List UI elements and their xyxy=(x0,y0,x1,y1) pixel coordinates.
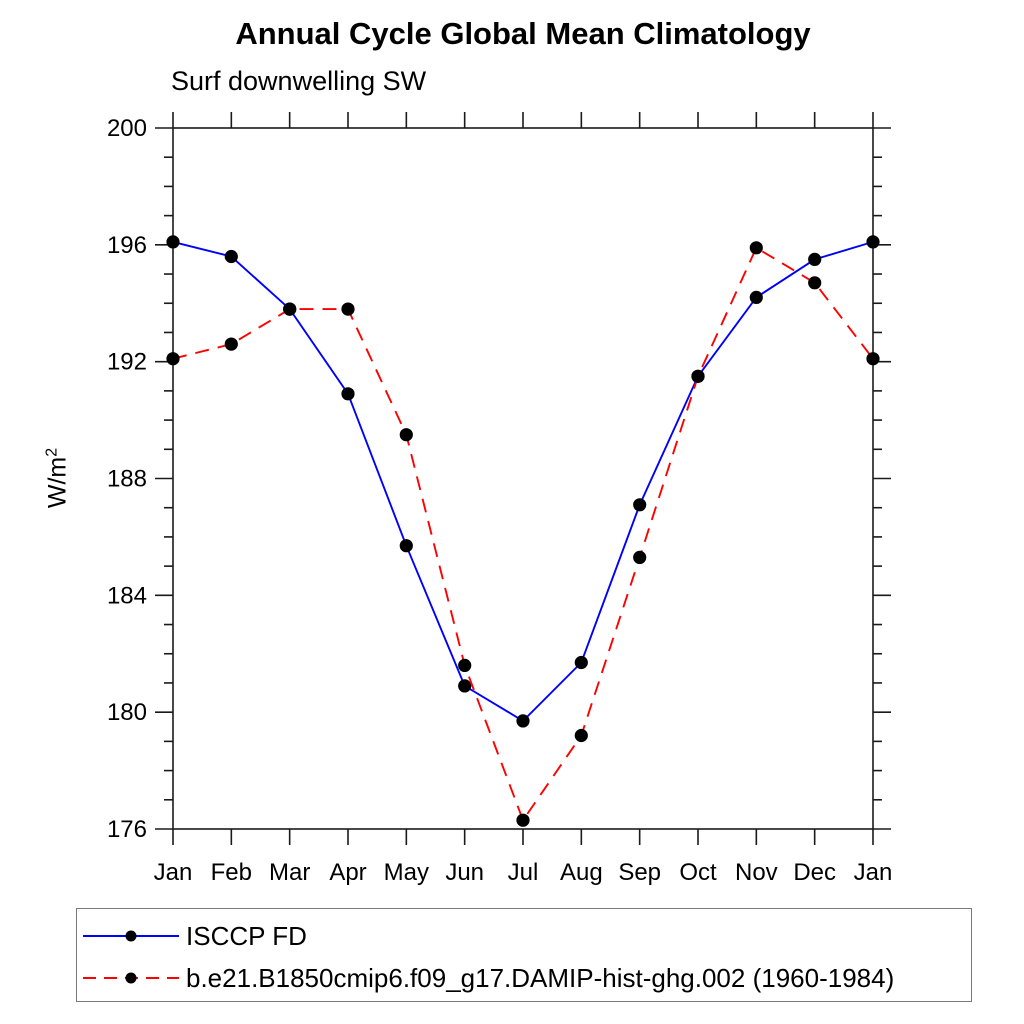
data-point-marker xyxy=(808,276,822,290)
data-point-marker xyxy=(166,352,180,366)
y-tick-label: 188 xyxy=(107,466,147,493)
data-point-marker xyxy=(516,813,530,827)
x-axis: Jan Feb Mar Apr May Jun Jul Aug Sep Oct Nov Dec Jan xyxy=(154,112,893,886)
series-line xyxy=(172,246,874,823)
y-tick-label: 180 xyxy=(107,699,147,726)
data-point-marker xyxy=(749,290,763,304)
x-tick-label: Sep xyxy=(618,859,661,886)
series-0 xyxy=(166,235,880,728)
data-point-marker xyxy=(458,658,472,673)
data-point-marker xyxy=(224,249,238,264)
x-tick-label: Aug xyxy=(560,859,603,886)
data-point-marker xyxy=(341,302,355,316)
y-tick-label: 184 xyxy=(107,582,147,609)
y-tick-label: 176 xyxy=(107,816,147,843)
series-line xyxy=(172,240,874,723)
x-tick-label: Apr xyxy=(329,859,366,886)
legend-box: ISCCP FD b.e21.B1850cmip6.f09_g17.DAMIP-… xyxy=(76,908,972,1002)
data-point-marker xyxy=(283,302,297,316)
chart-subtitle: Surf downwelling SW xyxy=(171,66,427,96)
legend-line-solid xyxy=(83,930,179,942)
x-tick-label: Dec xyxy=(793,859,836,886)
data-point-marker xyxy=(458,679,472,693)
x-tick-label: Jan xyxy=(154,859,193,886)
data-point-marker xyxy=(633,550,647,565)
data-point-marker xyxy=(166,235,180,249)
data-point-marker xyxy=(516,714,530,728)
data-point-marker xyxy=(574,728,588,743)
x-tick-label: Mar xyxy=(269,859,310,886)
x-tick-label: Jul xyxy=(508,859,539,886)
x-tick-label: Oct xyxy=(679,859,717,886)
legend-marker-dot xyxy=(125,930,137,942)
data-point-marker xyxy=(224,337,238,351)
y-tick-label: 192 xyxy=(107,349,147,376)
chart-title: Annual Cycle Global Mean Climatology xyxy=(235,16,811,51)
x-tick-label: Jan xyxy=(854,859,893,886)
x-tick-label: Feb xyxy=(211,859,252,886)
x-tick-label: May xyxy=(384,859,429,886)
data-point-marker xyxy=(866,352,880,366)
data-point-marker xyxy=(691,369,705,383)
data-point-marker xyxy=(574,655,588,670)
y-tick-label: 196 xyxy=(107,232,147,259)
data-point-marker xyxy=(399,539,413,553)
data-point-marker xyxy=(633,498,647,512)
series-1 xyxy=(166,241,880,827)
legend-label: b.e21.B1850cmip6.f09_g17.DAMIP-hist-ghg.… xyxy=(186,962,895,993)
data-point-marker xyxy=(749,241,763,255)
legend-line-dashed xyxy=(83,972,179,984)
y-tick-label: 200 xyxy=(107,115,147,142)
x-tick-label: Nov xyxy=(735,859,778,886)
legend-marker-dot xyxy=(125,972,137,984)
legend-label: ISCCP FD xyxy=(186,920,307,951)
data-point-marker xyxy=(399,428,413,442)
data-point-marker xyxy=(866,235,880,249)
data-point-marker xyxy=(808,252,822,266)
y-axis: 176 180 184 188 192 196 200 xyxy=(107,115,891,843)
x-tick-label: Jun xyxy=(445,859,484,886)
data-point-marker xyxy=(341,387,355,401)
legend-item-model: b.e21.B1850cmip6.f09_g17.DAMIP-hist-ghg.… xyxy=(80,962,895,993)
legend-item-isccp-fd: ISCCP FD xyxy=(80,920,307,951)
